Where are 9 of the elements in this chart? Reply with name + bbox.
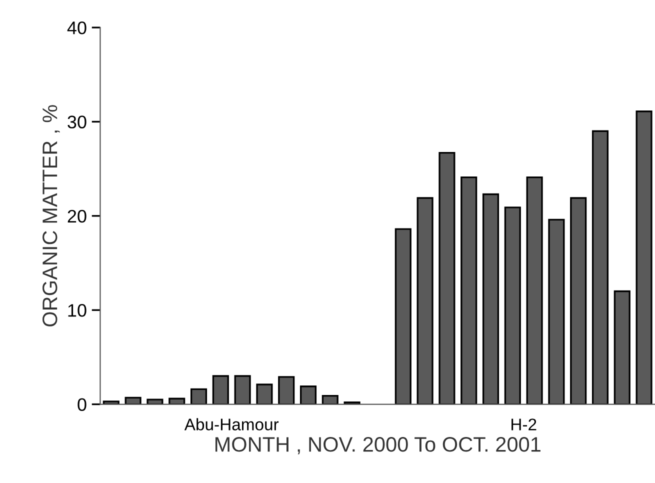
- x-tick-label: Abu-Hamour: [184, 418, 279, 430]
- y-tick-label: 40: [67, 21, 86, 34]
- x-tick-label: H-2: [512, 418, 536, 430]
- y-tick-label: 30: [68, 116, 86, 128]
- y-tick-label: 0: [78, 398, 86, 411]
- y-tick-label: 10: [68, 304, 86, 317]
- y-axis-title: ORGANIC MATTER , %: [42, 105, 60, 326]
- x-axis-title: MONTH , NOV. 2000 To OCT. 2001: [215, 437, 540, 454]
- y-tick-label: 20: [68, 210, 86, 223]
